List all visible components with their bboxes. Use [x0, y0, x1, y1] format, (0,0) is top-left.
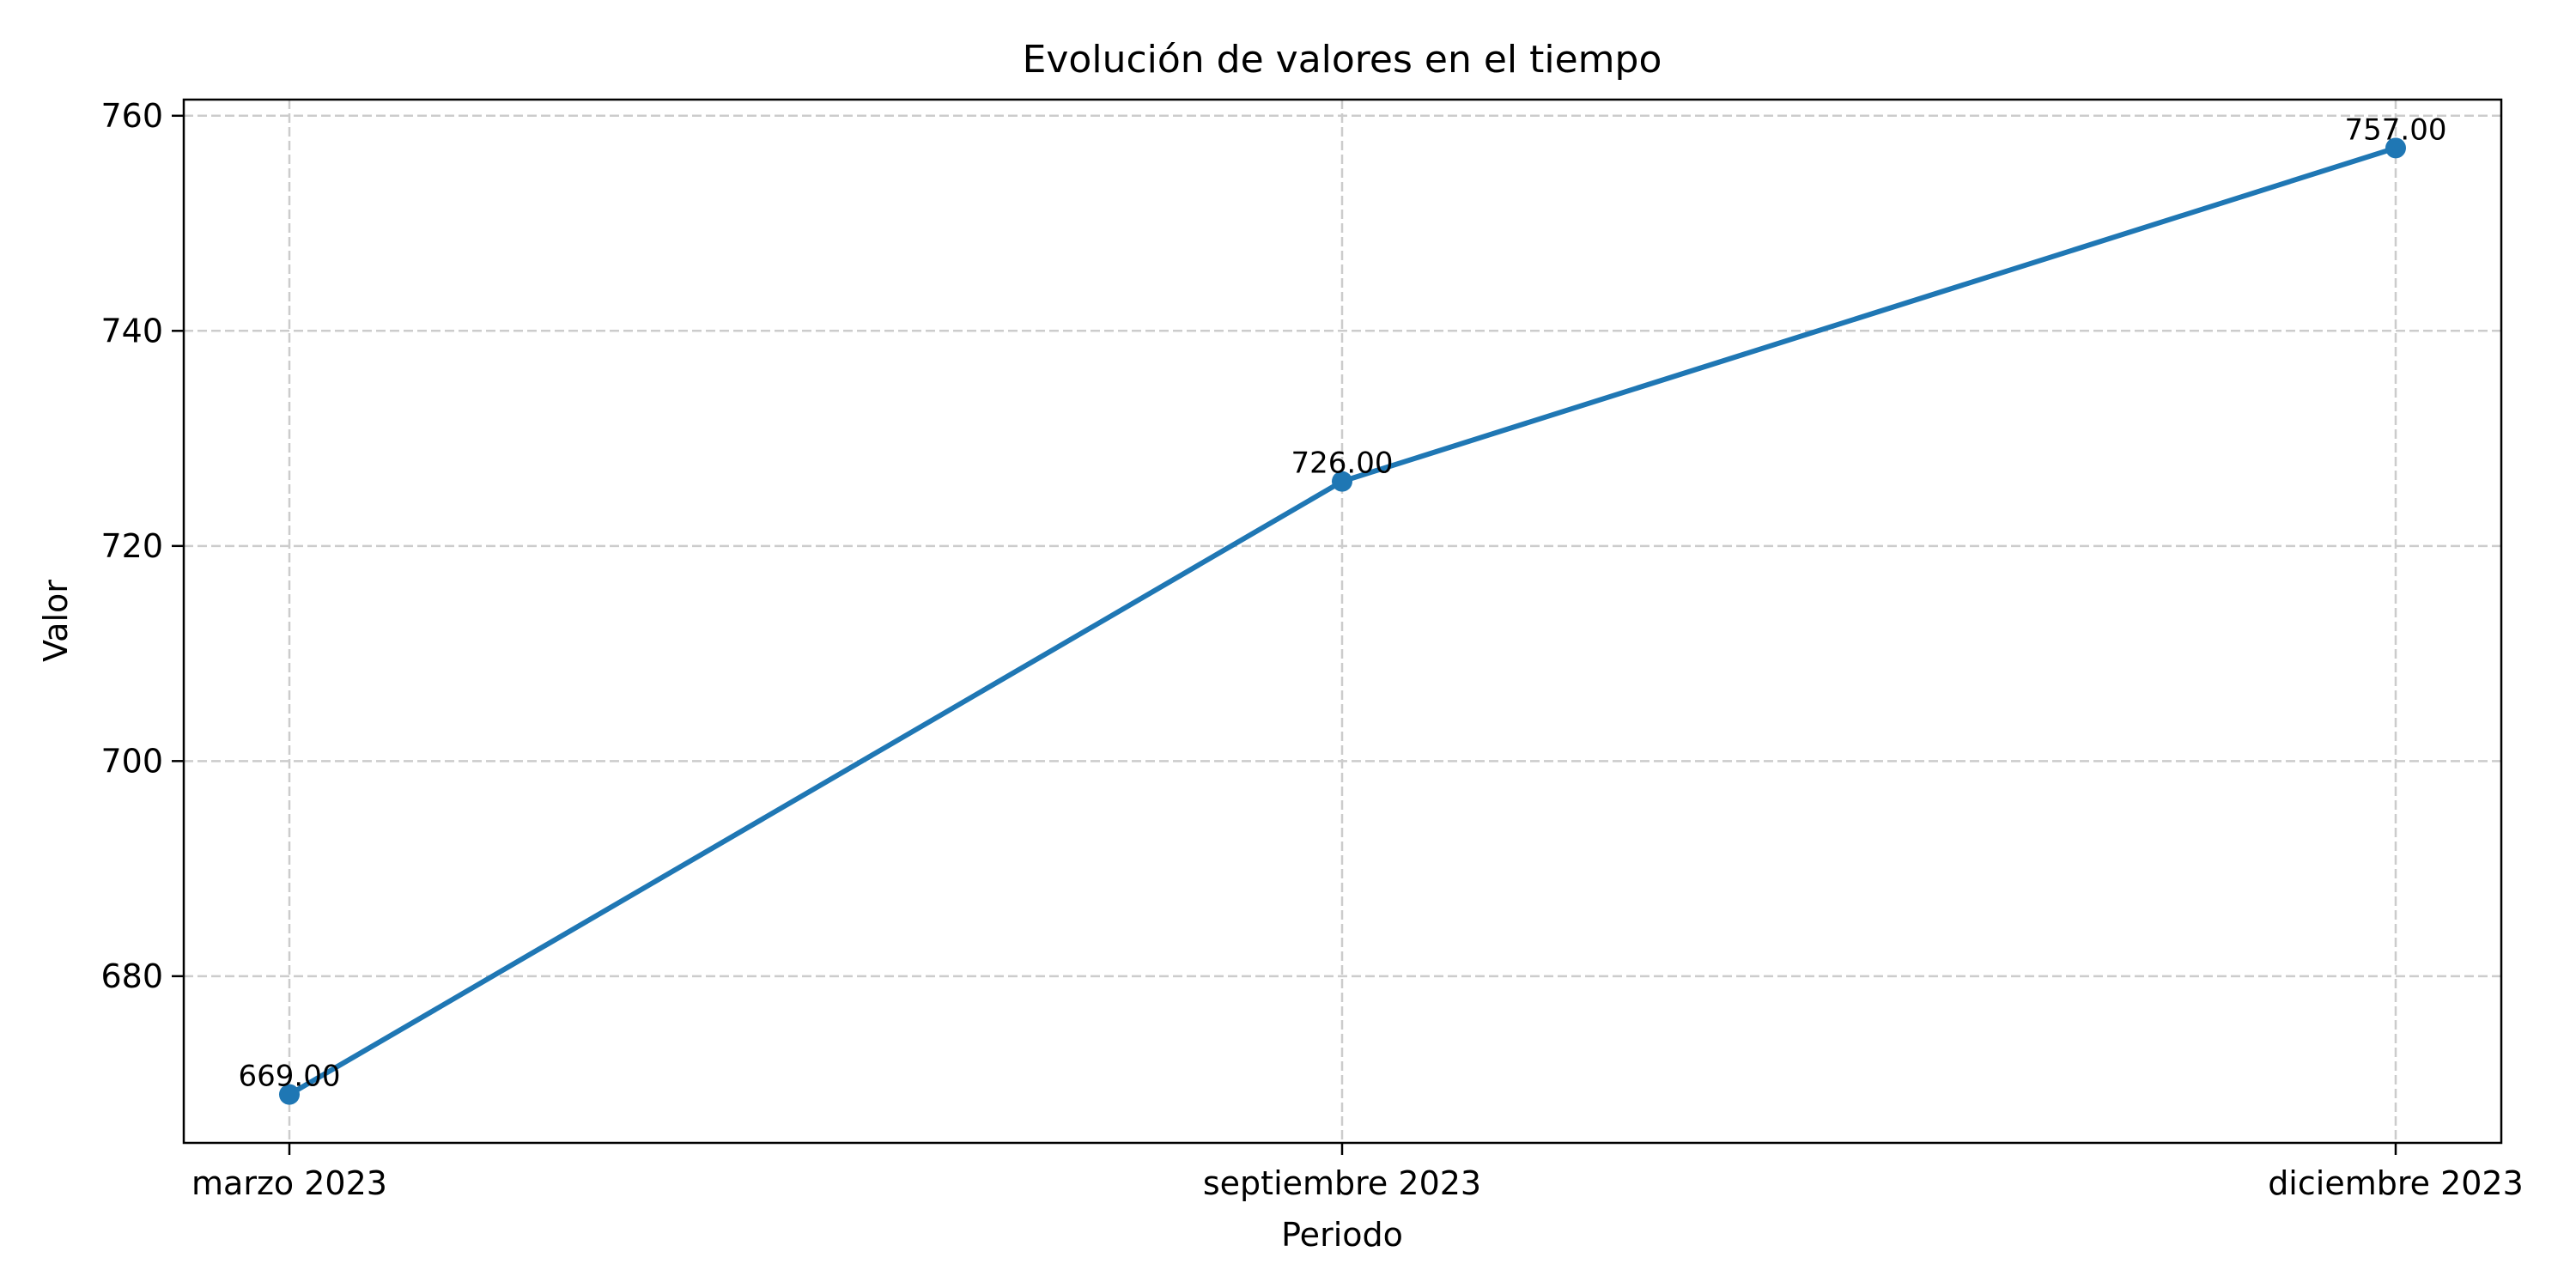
data-label: 669.00 — [239, 1060, 341, 1094]
y-axis-label: Valor — [37, 580, 75, 662]
chart-title: Evolución de valores en el tiempo — [1023, 38, 1662, 82]
y-tick-label: 680 — [100, 957, 163, 995]
x-tick-label: septiembre 2023 — [1203, 1164, 1481, 1202]
data-point — [2385, 137, 2406, 159]
data-point — [279, 1084, 300, 1105]
plot-frame — [182, 98, 2503, 1145]
y-tick-label: 720 — [100, 527, 163, 565]
x-axis-label: Periodo — [1281, 1216, 1403, 1254]
y-tick-label: 760 — [100, 97, 163, 135]
x-tick-label: diciembre 2023 — [2268, 1164, 2524, 1202]
data-label: 757.00 — [2345, 112, 2447, 147]
data-point — [1332, 471, 1352, 492]
y-tick-label: 700 — [100, 742, 163, 780]
y-tick-label: 740 — [100, 312, 163, 349]
axis-ticks: marzo 2023 septiembre 2023 diciembre 2023 6… — [100, 97, 2523, 1202]
data-label: 726.00 — [1291, 447, 1394, 481]
grid-lines — [184, 100, 2501, 1143]
x-tick-label: marzo 2023 — [191, 1164, 387, 1202]
data-series: 669.00 726.00 757.00 — [239, 112, 2447, 1105]
